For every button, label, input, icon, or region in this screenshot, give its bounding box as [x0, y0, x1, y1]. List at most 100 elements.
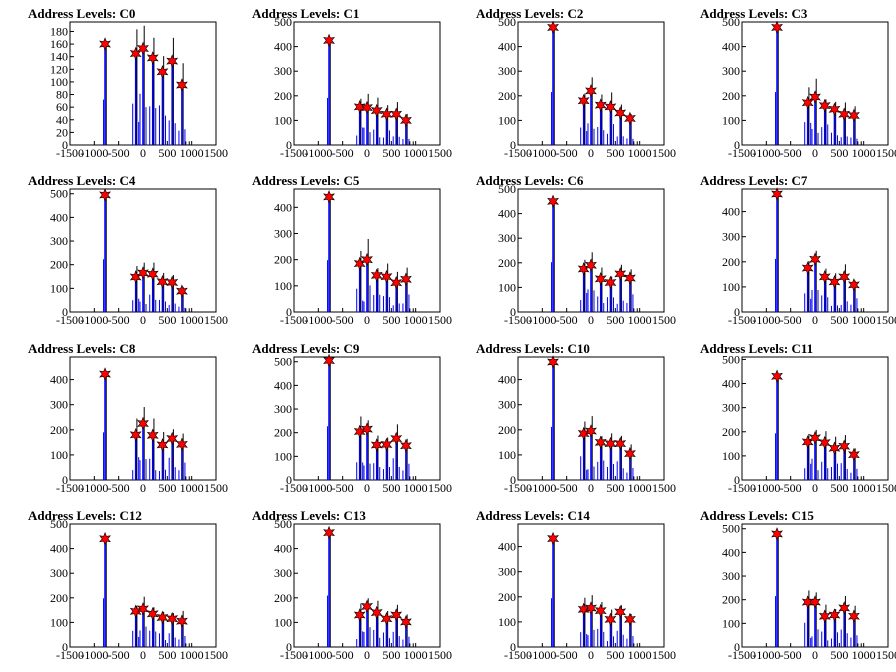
x-tick-label: 1500 [876, 648, 896, 662]
peak-marker [547, 531, 559, 546]
peak-marker [323, 525, 335, 540]
peak-marker [166, 275, 179, 290]
chart-title: Address Levels: C7 [700, 173, 808, 188]
peak-marker [323, 33, 335, 48]
chart-title: Address Levels: C11 [700, 341, 813, 356]
chart-panel-3: Address Levels: C30100200300400500-1500-… [700, 6, 896, 160]
peak-marker [99, 531, 111, 546]
peak-marker [809, 252, 821, 267]
peak-marker [137, 602, 149, 616]
chart-panel-9: Address Levels: C90100200300400500-1500-… [252, 341, 452, 495]
x-tick-label: 500 [606, 146, 624, 160]
chart-panel-0: Address Levels: C00204060801001201401601… [28, 6, 228, 160]
x-tick-label: 0 [140, 146, 146, 160]
x-tick-label: -1000 [528, 648, 556, 662]
chart-panel-8: Address Levels: C8 0 100 200 300 400 -1500-100… [28, 341, 228, 495]
peak-marker [838, 439, 851, 454]
peak-marker [380, 611, 393, 626]
peak-marker [771, 369, 783, 384]
chart-panel-15: Address Levels: C15 0 100 200 300 400 500 -1500… [700, 508, 896, 662]
y-tick-label: 400 [498, 373, 516, 387]
peak-marker [818, 609, 831, 624]
x-tick-label: 1000 [180, 481, 204, 495]
x-tick-label: 1000 [852, 146, 876, 160]
y-tick-label: 200 [722, 89, 740, 103]
y-tick-label: 0 [286, 138, 292, 152]
x-tick-label: 1500 [876, 481, 896, 495]
peak-marker [614, 605, 627, 619]
peak-marker [166, 54, 179, 68]
chart-title: Address Levels: C8 [28, 341, 136, 356]
x-tick-label: 1500 [428, 481, 452, 495]
peak-marker [838, 107, 851, 122]
x-tick-label: 0 [812, 648, 818, 662]
x-tick-label: 500 [382, 313, 400, 327]
chart-panel-7: Address Levels: C7 0 100 200 300 400 -1500-100… [700, 173, 896, 327]
y-tick-label: 400 [274, 542, 292, 556]
x-tick-label: -1500 [56, 146, 84, 160]
peak-marker [624, 446, 636, 461]
chart-panel-11: Address Levels: C11 0 100 200 300 400 500 -1500… [700, 341, 896, 495]
y-tick-label: 400 [274, 200, 292, 214]
peak-marker [400, 438, 412, 453]
peak-marker [156, 610, 169, 625]
peak-marker [176, 284, 188, 299]
peak-marker [585, 258, 597, 273]
peak-marker [809, 595, 821, 609]
x-tick-label: -1000 [304, 313, 332, 327]
y-tick-label: 400 [274, 40, 292, 54]
peak-marker [390, 608, 403, 622]
chart-title: Address Levels: C2 [476, 6, 583, 21]
peak-marker [370, 605, 383, 620]
peak-marker [848, 108, 860, 123]
y-tick-label: 0 [286, 640, 292, 654]
peak-marker [547, 20, 559, 35]
peak-marker [809, 90, 821, 104]
x-tick-label: 0 [364, 313, 370, 327]
x-tick-label: 500 [830, 146, 848, 160]
y-tick-label: 400 [722, 377, 740, 391]
x-tick-label: 0 [588, 146, 594, 160]
x-tick-label: -500 [780, 313, 802, 327]
x-tick-label: -1500 [56, 313, 84, 327]
peak-marker [818, 435, 831, 450]
x-tick-label: 500 [606, 313, 624, 327]
y-tick-label: 500 [274, 517, 292, 531]
y-tick-label: 200 [50, 591, 68, 605]
y-tick-label: 300 [274, 64, 292, 78]
peak-marker [828, 608, 841, 622]
peak-marker [361, 252, 373, 267]
x-tick-label: -500 [556, 648, 578, 662]
peak-marker [176, 437, 188, 452]
x-tick-label: 0 [588, 648, 594, 662]
peak-marker [323, 190, 335, 204]
peak-marker [323, 353, 335, 368]
x-tick-label: 500 [158, 648, 176, 662]
y-tick-label: 0 [62, 640, 68, 654]
y-tick-label: 400 [274, 378, 292, 392]
x-tick-label: -500 [332, 648, 354, 662]
x-tick-label: 1000 [852, 313, 876, 327]
y-tick-label: 500 [50, 517, 68, 531]
peak-marker [99, 367, 111, 381]
x-tick-label: -1500 [728, 481, 756, 495]
x-tick-label: -1500 [504, 648, 532, 662]
y-tick-label: 120 [50, 62, 68, 76]
x-tick-label: 1000 [852, 648, 876, 662]
x-tick-label: -500 [108, 648, 130, 662]
x-tick-label: -1000 [304, 648, 332, 662]
peak-marker [370, 268, 383, 283]
peak-marker [370, 103, 383, 118]
y-tick-label: 200 [50, 258, 68, 272]
y-tick-label: 0 [286, 305, 292, 319]
peak-marker [146, 606, 159, 621]
y-tick-label: 200 [498, 89, 516, 103]
y-tick-label: 500 [722, 352, 740, 366]
x-tick-label: -1500 [504, 481, 532, 495]
chart-panel-5: Address Levels: C5 0 100 200 300 400 -1500-100… [252, 173, 452, 327]
x-tick-label: 1000 [180, 648, 204, 662]
peak-marker [156, 274, 169, 289]
x-tick-label: 500 [382, 481, 400, 495]
peak-marker [594, 603, 607, 618]
